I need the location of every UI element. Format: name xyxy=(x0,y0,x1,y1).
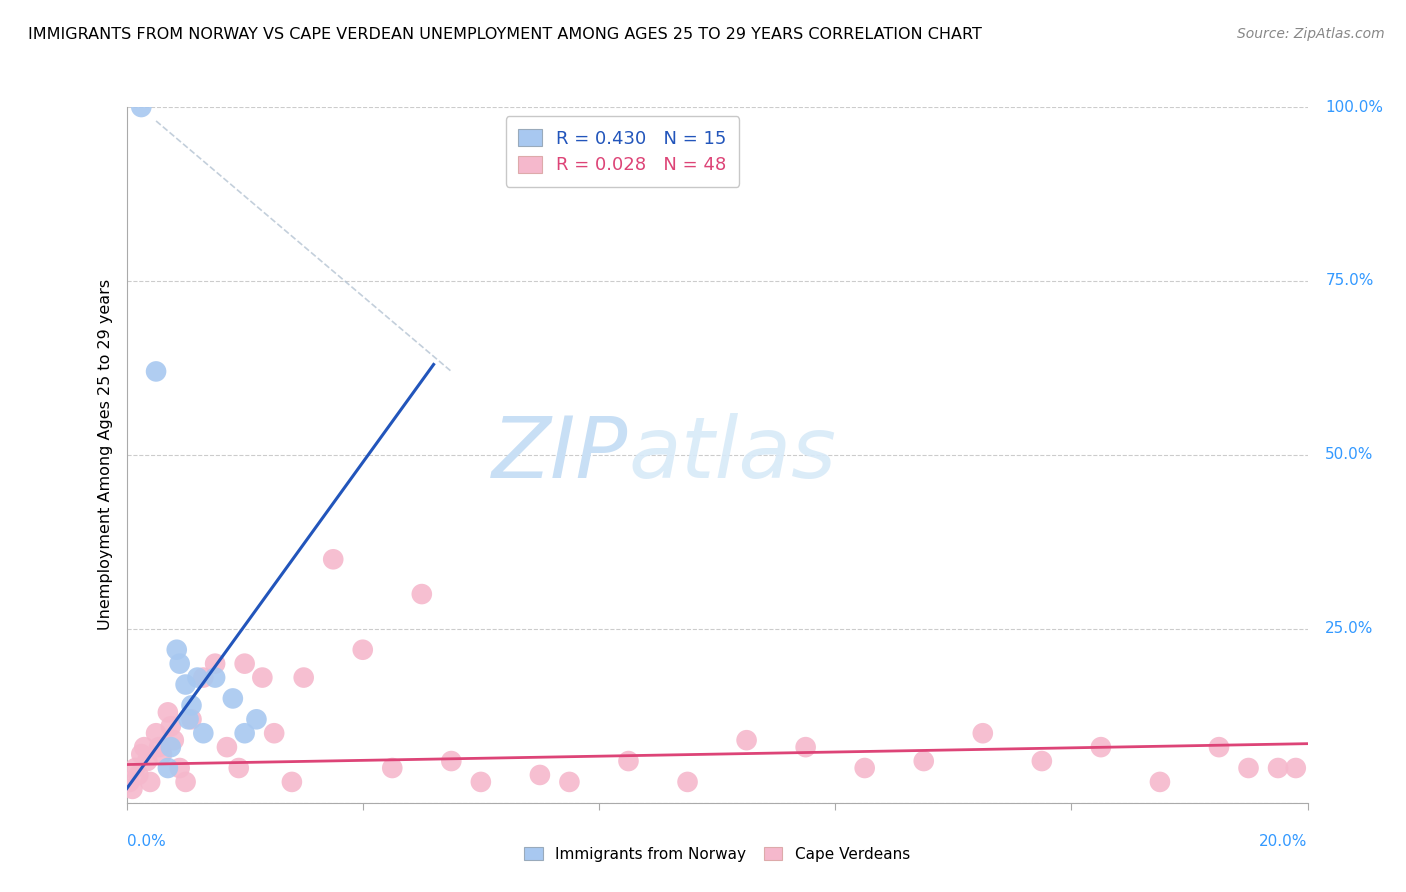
Point xyxy=(180,698,202,713)
Point xyxy=(166,642,188,657)
Point xyxy=(1031,754,1053,768)
Text: 100.0%: 100.0% xyxy=(1326,100,1384,114)
Point xyxy=(136,754,159,768)
Point xyxy=(150,747,173,761)
Point xyxy=(281,775,304,789)
Point xyxy=(972,726,994,740)
Point xyxy=(222,691,245,706)
Legend: R = 0.430   N = 15, R = 0.028   N = 48: R = 0.430 N = 15, R = 0.028 N = 48 xyxy=(506,116,740,187)
Point xyxy=(1285,761,1308,775)
Y-axis label: Unemployment Among Ages 25 to 29 years: Unemployment Among Ages 25 to 29 years xyxy=(97,279,112,631)
Point xyxy=(617,754,640,768)
Point xyxy=(1267,761,1289,775)
Point xyxy=(124,761,146,775)
Text: atlas: atlas xyxy=(628,413,837,497)
Point xyxy=(252,671,274,685)
Point xyxy=(1208,740,1230,755)
Point xyxy=(381,761,404,775)
Point xyxy=(411,587,433,601)
Point xyxy=(233,657,256,671)
Point xyxy=(352,642,374,657)
Text: 50.0%: 50.0% xyxy=(1326,448,1374,462)
Point xyxy=(145,364,167,378)
Point xyxy=(735,733,758,747)
Point xyxy=(129,100,153,114)
Point xyxy=(529,768,551,782)
Point xyxy=(204,671,226,685)
Point xyxy=(169,657,191,671)
Point xyxy=(263,726,285,740)
Point xyxy=(127,768,149,782)
Point xyxy=(794,740,817,755)
Point xyxy=(193,726,215,740)
Point xyxy=(163,733,186,747)
Point xyxy=(322,552,344,566)
Point xyxy=(134,740,156,755)
Point xyxy=(470,775,492,789)
Point xyxy=(177,712,200,726)
Point xyxy=(118,775,141,789)
Point xyxy=(1149,775,1171,789)
Point xyxy=(204,657,226,671)
Legend: Immigrants from Norway, Cape Verdeans: Immigrants from Norway, Cape Verdeans xyxy=(516,839,918,869)
Point xyxy=(180,712,202,726)
Point xyxy=(160,740,183,755)
Point xyxy=(558,775,581,789)
Text: Source: ZipAtlas.com: Source: ZipAtlas.com xyxy=(1237,27,1385,41)
Point xyxy=(245,712,267,726)
Point xyxy=(145,726,167,740)
Point xyxy=(169,761,191,775)
Point xyxy=(160,719,183,733)
Point xyxy=(1237,761,1260,775)
Text: 0.0%: 0.0% xyxy=(127,834,166,849)
Point xyxy=(292,671,315,685)
Point xyxy=(156,706,179,720)
Point xyxy=(1090,740,1112,755)
Point xyxy=(174,775,197,789)
Point xyxy=(156,761,179,775)
Point xyxy=(215,740,238,755)
Point xyxy=(129,747,153,761)
Point xyxy=(121,781,143,796)
Point xyxy=(853,761,876,775)
Point xyxy=(912,754,935,768)
Point xyxy=(186,671,208,685)
Point xyxy=(676,775,699,789)
Text: 20.0%: 20.0% xyxy=(1260,834,1308,849)
Text: 25.0%: 25.0% xyxy=(1326,622,1374,636)
Point xyxy=(440,754,463,768)
Point xyxy=(148,740,170,755)
Point xyxy=(233,726,256,740)
Text: 75.0%: 75.0% xyxy=(1326,274,1374,288)
Text: IMMIGRANTS FROM NORWAY VS CAPE VERDEAN UNEMPLOYMENT AMONG AGES 25 TO 29 YEARS CO: IMMIGRANTS FROM NORWAY VS CAPE VERDEAN U… xyxy=(28,27,981,42)
Point xyxy=(174,677,197,691)
Point xyxy=(139,775,162,789)
Point xyxy=(228,761,250,775)
Point xyxy=(193,671,215,685)
Text: ZIP: ZIP xyxy=(492,413,628,497)
